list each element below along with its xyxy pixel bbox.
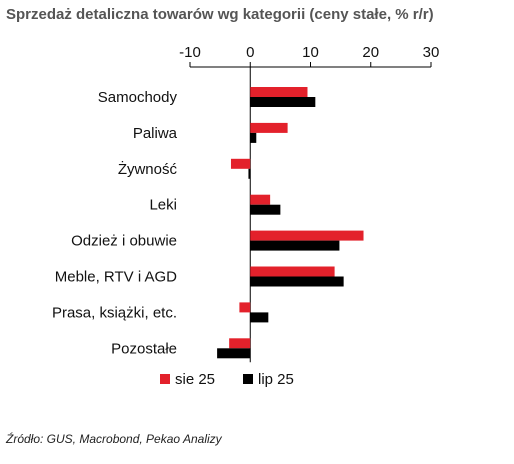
- bar-sie25: [250, 87, 308, 97]
- x-tick-label: 30: [423, 44, 440, 61]
- bar-sie25: [229, 338, 251, 349]
- category-label: Żywność: [118, 160, 178, 178]
- category-label: Leki: [149, 197, 177, 214]
- category-label: Pozostałe: [111, 340, 177, 357]
- bar-sie25: [250, 266, 335, 277]
- legend-swatch: [243, 374, 253, 384]
- bar-lip25: [250, 276, 344, 287]
- bar-lip25: [217, 348, 251, 359]
- x-tick-label: 20: [362, 44, 379, 61]
- category-label: Paliwa: [133, 125, 178, 142]
- bar-lip25: [250, 312, 269, 323]
- category-label: Prasa, książki, etc.: [52, 304, 177, 321]
- category-label: Meble, RTV i AGD: [55, 269, 177, 286]
- bar-lip25: [248, 168, 251, 179]
- bar-sie25: [250, 230, 364, 241]
- legend-label: lip 25: [258, 371, 294, 388]
- bar-lip25: [250, 204, 281, 215]
- legend-swatch: [160, 374, 170, 384]
- category-label: Samochody: [98, 89, 178, 106]
- bar-sie25: [239, 302, 251, 313]
- chart-title: Sprzedaż detaliczna towarów wg kategorii…: [6, 6, 434, 23]
- x-tick-label: 10: [302, 44, 319, 61]
- bar-lip25: [250, 132, 257, 143]
- legend-label: sie 25: [175, 371, 215, 388]
- bar-lip25: [250, 240, 340, 251]
- bar-sie25: [250, 122, 288, 133]
- x-tick-label: 0: [246, 44, 254, 61]
- bar-sie25: [230, 158, 251, 169]
- bar-lip25: [250, 97, 316, 107]
- source-note: Źródło: GUS, Macrobond, Pekao Analizy: [6, 432, 222, 446]
- x-tick-label: -10: [179, 44, 201, 61]
- category-label: Odzież i obuwie: [71, 233, 177, 250]
- bar-sie25: [250, 194, 271, 205]
